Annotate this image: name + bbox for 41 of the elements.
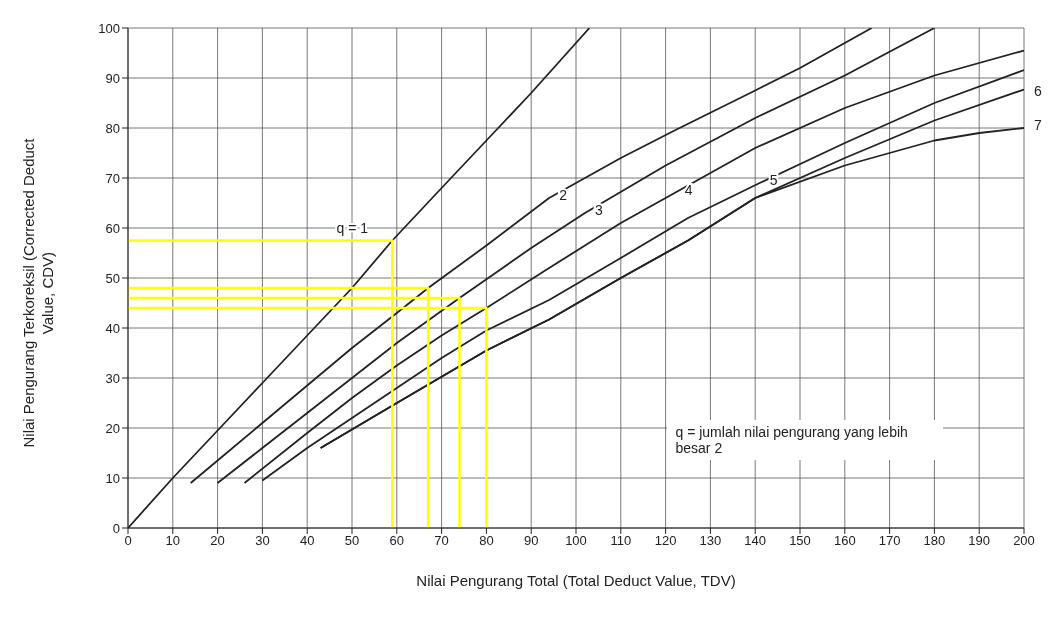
x-tick-label: 50 xyxy=(344,533,360,549)
x-tick-label: 130 xyxy=(699,533,722,549)
x-tick-label: 180 xyxy=(923,533,946,549)
y-tick-label: 80 xyxy=(105,120,120,136)
x-tick-label: 140 xyxy=(744,533,767,549)
x-tick-label: 200 xyxy=(1013,533,1035,549)
y-tick-label: 10 xyxy=(105,470,120,486)
x-tick-label: 70 xyxy=(434,533,449,549)
x-tick-label: 100 xyxy=(565,533,587,549)
series-label: 5 xyxy=(769,172,778,188)
y-axis-title: Nilai Pengurang Terkoreksil (Corrected Deduct Value, CDV) xyxy=(19,137,57,450)
series-label: 4 xyxy=(684,182,693,198)
y-tick-label: 60 xyxy=(105,220,120,236)
x-tick-label: 60 xyxy=(389,533,405,549)
y-tick-label: 70 xyxy=(105,170,120,186)
y-tick-label: 20 xyxy=(105,420,120,436)
x-tick-label: 20 xyxy=(210,533,225,549)
y-tick-label: 90 xyxy=(105,70,120,86)
y-tick-label: 40 xyxy=(105,320,120,336)
y-tick-label: 30 xyxy=(105,370,120,386)
series-label: 2 xyxy=(559,187,568,203)
x-tick-label: 0 xyxy=(124,533,132,549)
x-tick-label: 90 xyxy=(523,533,539,549)
x-axis-title: Nilai Pengurang Total (Total Deduct Value, TDV) xyxy=(416,572,736,589)
x-tick-label: 40 xyxy=(299,533,315,549)
y-tick-label: 50 xyxy=(105,270,120,286)
x-tick-label: 160 xyxy=(833,533,856,549)
series-label: q = 1 xyxy=(336,219,369,236)
x-tick-label: 150 xyxy=(789,533,811,549)
x-tick-label: 30 xyxy=(255,533,270,549)
x-tick-label: 80 xyxy=(479,533,494,549)
series-label: 6 xyxy=(1034,82,1043,99)
x-tick-label: 170 xyxy=(878,533,901,549)
x-tick-label: 190 xyxy=(968,533,991,549)
x-tick-label: 120 xyxy=(654,533,677,549)
y-tick-label: 0 xyxy=(112,520,120,536)
x-tick-label: 10 xyxy=(165,533,181,549)
x-tick-label: 110 xyxy=(610,533,632,549)
y-tick-label: 100 xyxy=(98,20,120,36)
annotation: q = jumlah nilai pengurang yang lebih besar 2 xyxy=(667,420,944,461)
series-label: 7 xyxy=(1034,117,1043,133)
